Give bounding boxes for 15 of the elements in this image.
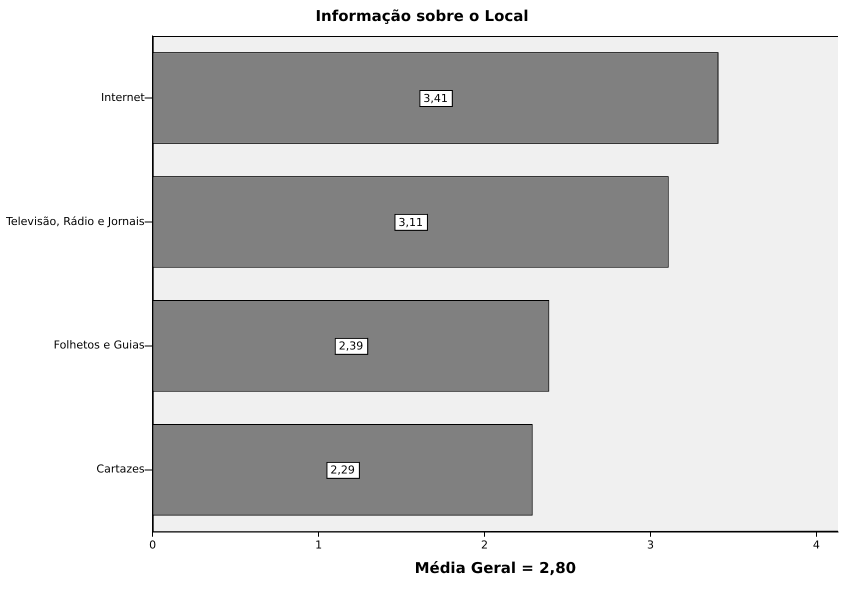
data-label: 3,41	[423, 92, 448, 105]
x-tick-label: 1	[315, 538, 322, 552]
x-tick-label: 4	[812, 538, 820, 552]
y-tick-label: Internet	[100, 90, 146, 104]
y-tick-label: Televisão, Rádio e Jornais	[4, 214, 145, 228]
data-label: 3,11	[398, 216, 423, 229]
x-tick-label: 0	[149, 538, 156, 552]
data-label: 2,29	[330, 464, 355, 477]
x-axis-title: Média Geral = 2,80	[414, 558, 576, 577]
x-tick-label: 3	[646, 538, 654, 552]
chart-title: Informação sobre o Local	[315, 6, 529, 25]
y-tick-label: Folhetos e Guias	[54, 338, 145, 352]
data-label: 2,39	[338, 340, 364, 353]
x-tick-label: 2	[481, 538, 488, 552]
y-tick-label: Cartazes	[96, 462, 145, 476]
